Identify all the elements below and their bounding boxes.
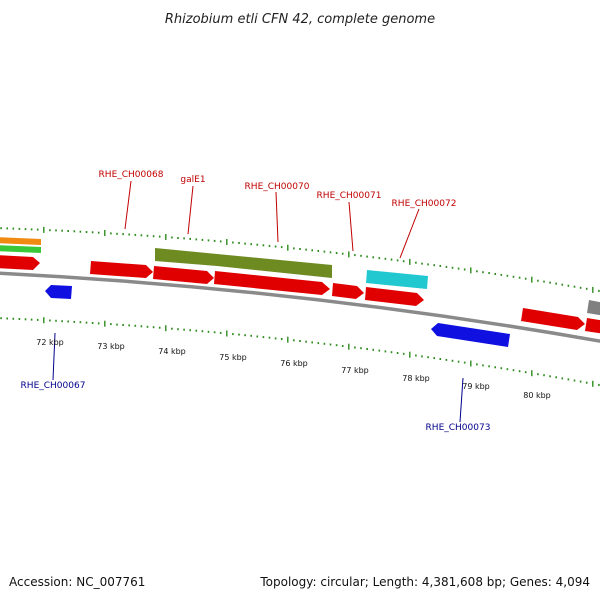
scale-label: 73 kbp [97, 342, 125, 351]
leader-line [348, 201, 354, 252]
cds-arrow-reverse [45, 285, 72, 299]
olive-feature-a [155, 248, 217, 266]
scale-label: 80 kbp [523, 391, 551, 400]
gene-label-gale1: galE1 [180, 175, 205, 185]
leader-line [399, 208, 420, 259]
gene-label-rhe-ch00073: RHE_CH00073 [426, 423, 491, 433]
outer-tick-ring [0, 226, 600, 293]
forward-cds-track [0, 255, 600, 334]
leader-line [459, 377, 464, 423]
gene-labels: RHE_CH00068 galE1 RHE_CH00070 RHE_CH0007… [21, 170, 491, 433]
gene-label-rhe-ch00067: RHE_CH00067 [21, 381, 86, 391]
scale-label: 72 kbp [36, 338, 64, 347]
scale-label: 76 kbp [280, 359, 308, 368]
cds-arrow [332, 283, 364, 299]
cds-arrow [90, 261, 153, 278]
cds-arrow [365, 287, 424, 306]
scale-label: 74 kbp [158, 347, 186, 356]
green-feature [0, 245, 41, 253]
leader-line [52, 332, 56, 381]
cds-arrow [0, 255, 40, 270]
genome-summary-text: Topology: circular; Length: 4,381,608 bp… [259, 575, 590, 589]
orange-feature [0, 237, 41, 245]
leader-line [124, 180, 132, 230]
map-title: Rhizobium etli CFN 42, complete genome [165, 12, 435, 27]
scale-label: 79 kbp [462, 382, 490, 391]
cds-arrow-reverse [431, 323, 510, 347]
reverse-cds-track [45, 285, 510, 347]
scale-label: 75 kbp [219, 353, 247, 362]
grey-feature [587, 300, 600, 316]
accession-text: Accession: NC_007761 [9, 575, 145, 589]
cds-arrow [153, 266, 214, 284]
cds-arrow [214, 271, 330, 295]
scale-labels: 72 kbp 73 kbp 74 kbp 75 kbp 76 kbp 77 kb… [36, 338, 551, 400]
feature-track-outer [0, 237, 428, 289]
scale-label: 77 kbp [341, 366, 369, 375]
gene-label-rhe-ch00070: RHE_CH00070 [245, 182, 310, 192]
olive-feature-b [217, 254, 332, 278]
scale-label: 78 kbp [402, 374, 430, 383]
gene-label-rhe-ch00068: RHE_CH00068 [99, 170, 164, 180]
inner-tick-ring [0, 317, 600, 387]
leader-line [275, 191, 279, 243]
cds-arrow [521, 308, 585, 330]
gene-label-rhe-ch00071: RHE_CH00071 [317, 191, 382, 201]
cyan-feature [366, 270, 428, 289]
genome-backbone [0, 271, 600, 343]
leader-line [187, 185, 194, 235]
gene-label-rhe-ch00072: RHE_CH00072 [392, 199, 457, 209]
label-leaders [52, 180, 464, 423]
cds-arrow [585, 318, 600, 334]
